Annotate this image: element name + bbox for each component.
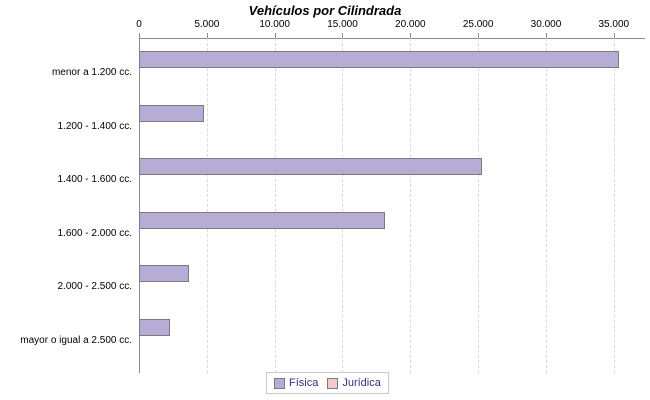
bar-física-3 [139, 212, 385, 229]
vertical-gridline [274, 38, 276, 373]
x-axis-tick-label: 35.000 [598, 19, 630, 30]
chart-title: Vehículos por Cilindrada [248, 3, 402, 18]
category-label: 1.400 - 1.600 cc. [57, 174, 133, 185]
legend: Física Jurídica [266, 372, 389, 394]
legend-label: Jurídica [342, 377, 381, 389]
x-axis-tick-label: 0 [136, 19, 142, 30]
bar-física-2 [139, 158, 482, 175]
category-label: mayor o igual a 2.500 cc. [20, 335, 132, 346]
vertical-gridline [206, 38, 208, 373]
bar-física-5 [139, 319, 170, 336]
legend-item-jurídica: Jurídica [327, 377, 381, 389]
x-axis-line [139, 38, 645, 39]
vertical-gridline [478, 38, 480, 373]
x-axis-tick-label: 5.000 [194, 19, 220, 30]
x-axis-tick-label: 25.000 [462, 19, 494, 30]
category-label: 2.000 - 2.500 cc. [57, 281, 133, 292]
bar-física-0 [139, 51, 619, 68]
x-axis-tick-mark [206, 33, 208, 38]
x-axis-tick-label: 10.000 [259, 19, 290, 30]
category-label: 1.200 - 1.400 cc. [57, 121, 133, 132]
bar-física-1 [139, 105, 204, 122]
category-label: menor a 1.200 cc. [51, 67, 132, 78]
x-axis-tick-mark [342, 33, 344, 38]
legend-label: Física [289, 377, 319, 389]
x-axis-tick-mark [274, 33, 276, 38]
y-axis-line [139, 38, 140, 373]
vertical-gridline [410, 38, 412, 373]
legend-swatch [274, 377, 285, 389]
x-axis-tick-label: 20.000 [395, 19, 426, 30]
legend-item-física: Física [274, 377, 318, 389]
x-axis-tick-label: 30.000 [530, 19, 562, 30]
category-label: 1.600 - 2.000 cc. [57, 228, 133, 239]
x-axis-tick-mark [545, 33, 547, 38]
x-axis-tick-mark [478, 33, 480, 38]
x-axis-tick-mark [613, 33, 615, 38]
x-axis-tick-label: 15.000 [327, 19, 358, 30]
bar-física-4 [139, 265, 189, 282]
x-axis-tick-mark [410, 33, 412, 38]
vertical-gridline [613, 38, 615, 373]
legend-swatch [327, 377, 339, 389]
vertical-gridline [342, 38, 344, 373]
vertical-gridline [545, 38, 547, 373]
x-axis-tick-mark [139, 33, 140, 38]
